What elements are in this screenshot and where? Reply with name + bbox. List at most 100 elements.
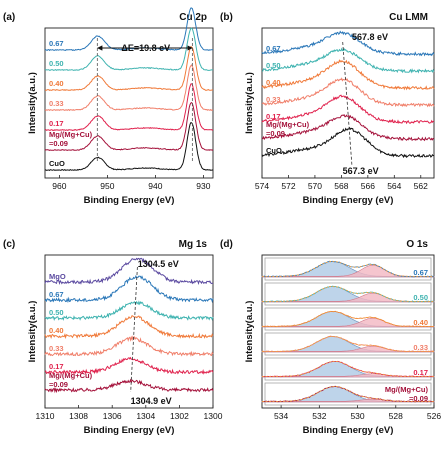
series-line xyxy=(261,59,435,91)
series-line xyxy=(44,274,214,304)
fit-envelope xyxy=(262,310,434,327)
series-line xyxy=(44,335,214,357)
y-axis-label: Intensity(a.u.) xyxy=(27,72,38,134)
series-label: 0.40 xyxy=(49,79,64,88)
x-axis-label: Binding Energy (eV) xyxy=(84,425,175,436)
row-label: 0.33 xyxy=(413,343,428,352)
y-axis-label: Intensity(a.u.) xyxy=(27,301,38,363)
x-tick-label: 1300 xyxy=(204,411,223,421)
x-tick-label: 526 xyxy=(427,411,441,421)
series-line xyxy=(44,300,214,322)
series-label: Mg/(Mg+Cu) xyxy=(49,130,93,139)
annotation: 567.3 eV xyxy=(343,166,379,176)
panel-3: 534 532 530 528 526 Binding Energy (eV) Intens… xyxy=(220,239,441,436)
series-label: Mg/(Mg+Cu) xyxy=(266,120,310,129)
plot-frame xyxy=(261,27,435,179)
series-label: MgO xyxy=(49,272,66,281)
x-tick-label: 534 xyxy=(274,411,288,421)
series-label: 0.67 xyxy=(49,290,64,299)
series-label: 0.17 xyxy=(49,119,64,128)
series-label: Mg/(Mg+Cu) xyxy=(49,371,93,380)
series-label: 0.33 xyxy=(266,95,281,104)
series-label: 0.67 xyxy=(266,44,281,53)
panel-2: 1310 1308 1306 1304 1302 1300 Binding Energy (… xyxy=(3,239,223,436)
annotation: ΔE=19.8 eV xyxy=(121,43,170,53)
series-line xyxy=(44,27,213,71)
x-tick-label: 1302 xyxy=(170,411,189,421)
o1s-row: Mg/(Mg+Cu)=0.09 xyxy=(261,382,435,406)
series-label: 0.17 xyxy=(49,362,64,371)
panel-title: O 1s xyxy=(406,239,428,250)
panel-title: Mg 1s xyxy=(179,239,208,250)
o1s-row: 0.67 xyxy=(261,257,435,281)
series-line xyxy=(261,114,435,142)
x-tick-label: 532 xyxy=(312,411,326,421)
series-label: =0.09 xyxy=(49,139,68,148)
panel-1: 574 572 570 568 566 564 562 Binding Energy (eV)… xyxy=(220,12,435,206)
row-label: 0.17 xyxy=(413,368,428,377)
fit-envelope xyxy=(262,285,434,302)
o1s-row: 0.33 xyxy=(261,332,435,356)
x-tick-label: 940 xyxy=(148,181,162,191)
row-label: 0.67 xyxy=(413,268,428,277)
x-tick-label: 1308 xyxy=(69,411,88,421)
y-axis-label: Intensity(a.u.) xyxy=(244,72,255,134)
y-axis-label: Intensity(a.u.) xyxy=(244,301,255,363)
series-line xyxy=(261,77,435,108)
o1s-row: 0.40 xyxy=(261,307,435,331)
guide-line xyxy=(342,41,353,167)
series-label: 0.50 xyxy=(49,59,64,68)
x-tick-label: 528 xyxy=(389,411,403,421)
series-label: 0.33 xyxy=(49,99,64,108)
series-label: 0.67 xyxy=(49,39,64,48)
annotation: 1304.5 eV xyxy=(138,259,179,269)
x-tick-label: 930 xyxy=(196,181,210,191)
fit-envelope xyxy=(262,260,434,277)
x-tick-label: 568 xyxy=(334,181,348,191)
series-label: 0.33 xyxy=(49,344,64,353)
row-label: =0.09 xyxy=(409,394,428,403)
series-label: 0.40 xyxy=(266,78,281,87)
panel-title: Cu 2p xyxy=(179,12,207,23)
fit-envelope xyxy=(262,385,434,402)
series-label: CuO xyxy=(266,146,282,155)
x-tick-label: 570 xyxy=(308,181,322,191)
series-label: 0.50 xyxy=(266,61,281,70)
x-tick-label: 530 xyxy=(350,411,364,421)
fit-envelope xyxy=(262,335,434,352)
guide-line xyxy=(130,266,138,393)
series-line xyxy=(261,94,435,125)
series-line xyxy=(261,30,435,57)
x-tick-label: 566 xyxy=(361,181,375,191)
series-line xyxy=(44,83,214,131)
series-line xyxy=(261,126,435,159)
x-tick-label: 960 xyxy=(52,181,66,191)
panel-letter: (b) xyxy=(220,12,233,23)
x-axis-label: Binding Energy (eV) xyxy=(303,195,394,206)
row-label: 0.50 xyxy=(413,293,428,302)
o1s-row: 0.50 xyxy=(261,282,435,306)
o1s-row: 0.17 xyxy=(261,357,435,381)
panel-letter: (c) xyxy=(3,239,15,250)
panel-0: 960 950 940 930 Binding Energy (eV) Intensity… xyxy=(3,7,214,206)
fit-envelope xyxy=(262,360,434,377)
x-tick-label: 1306 xyxy=(103,411,122,421)
series-label: =0.09 xyxy=(266,129,285,138)
x-tick-label: 1304 xyxy=(136,411,155,421)
series-line xyxy=(44,101,214,151)
x-axis-label: Binding Energy (eV) xyxy=(84,195,175,206)
series-line xyxy=(261,47,435,74)
annotation: 1304.9 eV xyxy=(131,396,172,406)
row-label: Mg/(Mg+Cu) xyxy=(385,385,429,394)
series-label: 0.40 xyxy=(49,326,64,335)
series-label: CuO xyxy=(49,159,65,168)
series-line xyxy=(44,45,214,92)
series-line xyxy=(44,122,214,172)
plot-frame xyxy=(44,27,214,179)
panel-letter: (d) xyxy=(220,239,233,250)
x-tick-label: 562 xyxy=(414,181,428,191)
panel-letter: (a) xyxy=(3,12,15,23)
x-tick-label: 950 xyxy=(100,181,114,191)
panel-title: Cu LMM xyxy=(389,12,428,23)
